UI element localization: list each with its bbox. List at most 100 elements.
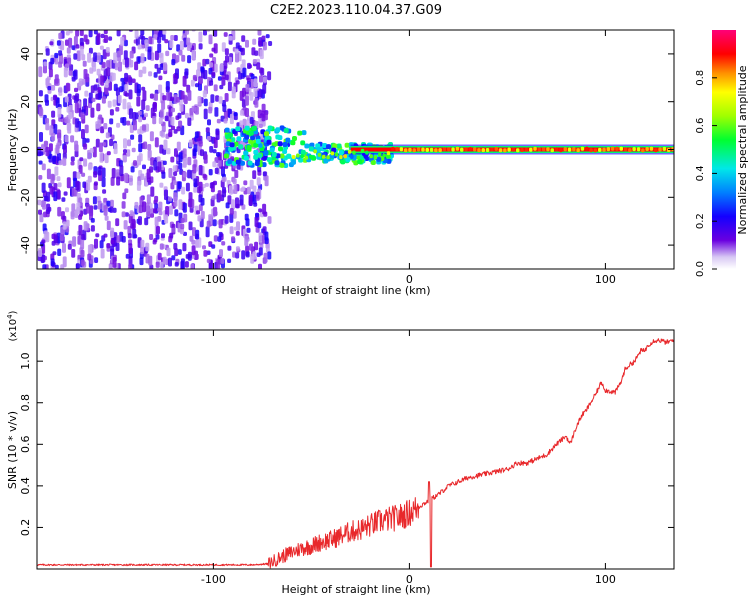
heatmap-cell [171,107,175,113]
y-tick-label: 0 [19,146,32,153]
heatmap-cell [136,180,141,191]
spectrogram-axis-ticks: -100 0 100 -40 -20 0 20 40 [19,30,674,286]
heatmap-cell [257,109,262,119]
snr-multiplier-exponent: 4 [6,314,14,319]
heatmap-cell [197,62,202,71]
heatmap-cell [353,160,359,166]
heatmap-cell [79,30,84,36]
heatmap-cell [51,110,56,118]
heatmap-cell [129,50,134,59]
heatmap-cell [140,173,145,180]
heatmap-cell [171,59,176,66]
heatmap-cell [266,139,272,145]
heatmap-cell [259,49,264,60]
heatmap-cell [187,90,192,101]
heatmap-cell [262,171,267,177]
heatmap-cell [164,115,169,122]
heatmap-cell [257,153,262,159]
heatmap-cell [198,204,203,212]
heatmap-cell [213,137,218,149]
heatmap-cell [176,141,181,151]
heatmap-cell [340,159,346,165]
heatmap-cell [264,175,269,187]
heatmap-cell [277,141,283,147]
heatmap-cell [208,169,213,176]
heatmap-cell [227,81,232,92]
band-cell [317,152,322,157]
x-tick-label: -100 [201,273,226,286]
heatmap-cell [100,75,105,86]
heatmap-cell [174,209,179,217]
x-tick-label: -100 [201,573,226,586]
heatmap-cell [254,50,259,56]
heatmap-cell [113,52,118,64]
heatmap-cell [159,52,164,64]
heatmap-cell [282,149,288,154]
heatmap-cell [57,129,62,140]
band-cell [606,147,611,152]
heatmap-cell [119,165,124,176]
heatmap-cell [139,257,144,266]
heatmap-cell [131,147,136,153]
heatmap-cell [128,30,133,32]
heatmap-cell [98,91,103,99]
heatmap-cell [78,165,83,174]
heatmap-cell [72,236,77,247]
heatmap-cell [142,164,146,170]
heatmap-cell [116,30,121,37]
heatmap-cell [38,106,43,117]
heatmap-cell [219,63,224,72]
heatmap-cell [155,234,160,240]
heatmap-cell [344,142,350,148]
heatmap-cell [127,225,132,235]
heatmap-cell [185,254,190,259]
heatmap-cell [109,199,114,208]
band-cell [602,147,606,152]
heatmap-cell [122,192,127,200]
heatmap-cell [143,141,148,150]
heatmap-cell [39,213,44,223]
heatmap-cell [220,257,225,264]
heatmap-cell [103,123,108,130]
heatmap-cell [55,144,60,154]
heatmap-cell [141,124,146,131]
heatmap-cell [123,39,128,47]
heatmap-cell [174,262,179,267]
heatmap-cell [219,84,224,90]
heatmap-cell [38,248,42,257]
heatmap-cell [249,92,254,101]
heatmap-cell [203,154,208,164]
heatmap-cell [68,30,73,34]
heatmap-cell [178,199,183,210]
y-tick-label: 1.0 [19,352,32,370]
heatmap-cell [217,236,222,242]
heatmap-cell [155,261,160,268]
heatmap-cell [80,238,85,250]
heatmap-cell [249,243,253,251]
heatmap-cell [336,143,342,149]
heatmap-cell [193,144,198,153]
heatmap-cell [213,235,218,242]
band-cell [438,148,442,153]
heatmap-cell [120,77,125,82]
heatmap-cell [170,116,175,126]
heatmap-cell [245,218,250,227]
band-cell [485,148,490,152]
heatmap-cell [138,116,143,123]
y-tick-label: -40 [19,236,32,254]
heatmap-cell [260,67,265,76]
heatmap-cell [45,118,49,124]
snr-axis-ticks: -100 0 100 0.2 0.4 0.6 0.8 1.0 [19,330,674,586]
heatmap-cell [180,258,185,269]
band-cell [356,155,360,160]
heatmap-cell [53,183,58,191]
heatmap-cell [196,210,200,215]
heatmap-cell [173,243,178,250]
heatmap-cell [144,217,149,226]
heatmap-cell [150,186,155,197]
heatmap-cell [145,202,150,212]
heatmap-cell [148,71,153,77]
heatmap-cell [250,77,255,89]
heatmap-cell [130,134,135,140]
heatmap-cell [63,144,67,154]
